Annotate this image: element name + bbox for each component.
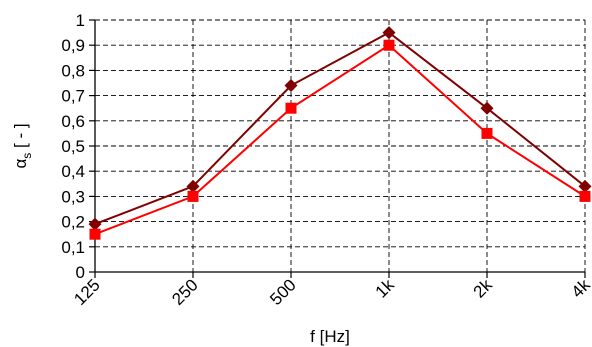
series-line xyxy=(94,43,586,236)
data-point xyxy=(481,127,493,139)
y-axis-title: αs [ - ] xyxy=(11,123,34,168)
data-point xyxy=(284,79,298,93)
x-tick-label: 2k xyxy=(470,275,496,301)
y-axis-title-main: α xyxy=(11,159,30,169)
x-tick-labels: 125 250 500 1k 2k 4k xyxy=(70,275,592,309)
y-tick-label: 0,8 xyxy=(61,61,85,80)
y-tick-label: 1 xyxy=(76,11,85,30)
y-tick-label: 0,4 xyxy=(61,162,85,181)
data-point xyxy=(285,102,297,114)
data-point xyxy=(88,217,102,231)
y-axis-title-sub: s xyxy=(20,153,34,159)
y-axis-title-unit: [ - ] xyxy=(11,123,30,152)
y-tick-label: 0 xyxy=(76,263,85,282)
y-tick-label: 0,5 xyxy=(61,137,85,156)
y-tick-label: 0,6 xyxy=(61,112,85,131)
data-point xyxy=(578,179,592,193)
x-tick-label: 1k xyxy=(372,275,398,301)
x-tick-label: 4k xyxy=(568,275,592,301)
gridlines xyxy=(89,19,586,278)
data-point xyxy=(480,101,494,115)
y-tick-labels: 0 0,1 0,2 0,3 0,4 0,5 0,6 0,7 0,8 0,9 1 xyxy=(61,11,85,282)
data-point xyxy=(383,39,395,51)
data-series xyxy=(88,26,592,240)
data-point xyxy=(382,26,396,40)
y-tick-label: 0,7 xyxy=(61,87,85,106)
y-tick-label: 0,2 xyxy=(61,213,85,232)
x-axis-title: f [Hz] xyxy=(310,327,350,346)
x-tick-label: 500 xyxy=(266,275,299,308)
y-tick-label: 0,1 xyxy=(61,238,85,257)
series-2 xyxy=(89,39,591,240)
series-1 xyxy=(88,26,592,231)
data-point xyxy=(89,228,101,240)
x-tick-label: 250 xyxy=(168,275,201,308)
data-point xyxy=(186,179,200,193)
y-tick-label: 0,9 xyxy=(61,36,85,55)
data-point xyxy=(579,190,591,202)
y-tick-label: 0,3 xyxy=(61,187,85,206)
series-line xyxy=(94,31,586,226)
data-point xyxy=(187,190,199,202)
